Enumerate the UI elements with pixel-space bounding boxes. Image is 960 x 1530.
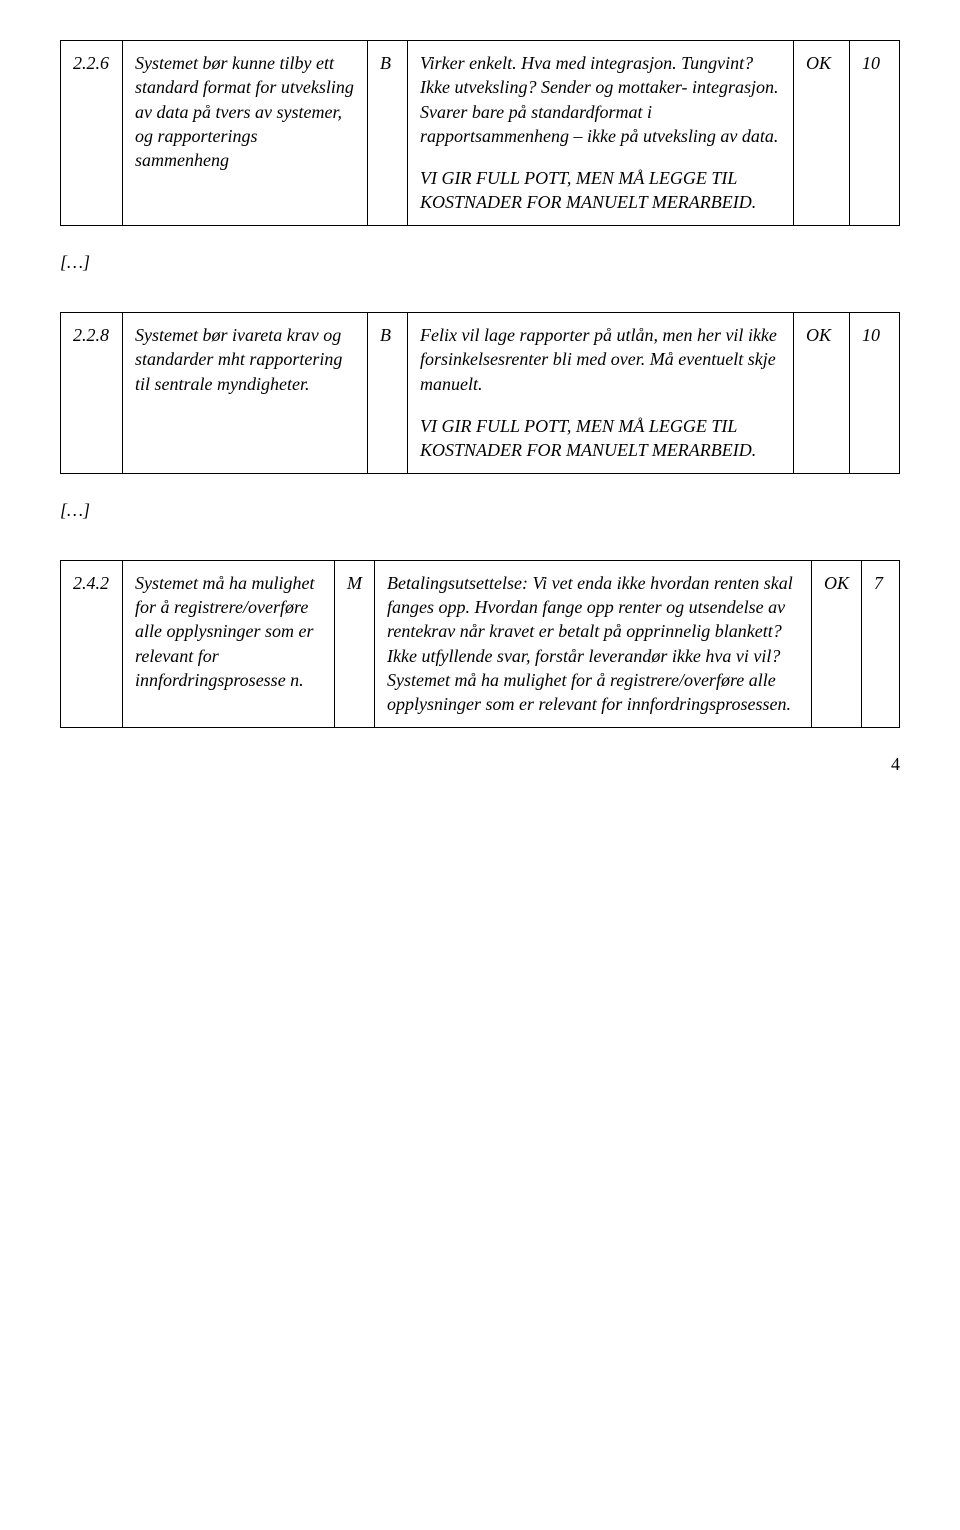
requirements-table-2: 2.2.8 Systemet bør ivareta krav og stand… (60, 312, 900, 473)
ellipsis-text: […] (60, 250, 900, 274)
table-row: 2.2.6 Systemet bør kunne tilby ett stand… (61, 41, 900, 226)
cell-status: OK (794, 41, 850, 226)
comment-paragraph: VI GIR FULL POTT, MEN MÅ LEGGE TIL KOSTN… (420, 414, 781, 463)
cell-score: 10 (850, 313, 900, 473)
cell-code: M (335, 560, 375, 727)
page-number: 4 (60, 752, 900, 776)
ellipsis-text: […] (60, 498, 900, 522)
cell-code: B (368, 41, 408, 226)
cell-comment: Felix vil lage rapporter på utlån, men h… (408, 313, 794, 473)
cell-comment: Virker enkelt. Hva med integrasjon. Tung… (408, 41, 794, 226)
table-row: 2.4.2 Systemet må ha mulighet for å regi… (61, 560, 900, 727)
comment-paragraph: Virker enkelt. Hva med integrasjon. Tung… (420, 51, 781, 148)
table-row: 2.2.8 Systemet bør ivareta krav og stand… (61, 313, 900, 473)
comment-paragraph: Felix vil lage rapporter på utlån, men h… (420, 323, 781, 396)
cell-status: OK (811, 560, 861, 727)
requirements-table-1: 2.2.6 Systemet bør kunne tilby ett stand… (60, 40, 900, 226)
cell-code: B (368, 313, 408, 473)
cell-status: OK (794, 313, 850, 473)
cell-id: 2.4.2 (61, 560, 123, 727)
cell-description: Systemet bør kunne tilby ett standard fo… (123, 41, 368, 226)
cell-description: Systemet bør ivareta krav og standarder … (123, 313, 368, 473)
cell-score: 10 (850, 41, 900, 226)
cell-comment: Betalingsutsettelse: Vi vet enda ikke hv… (375, 560, 812, 727)
comment-paragraph: VI GIR FULL POTT, MEN MÅ LEGGE TIL KOSTN… (420, 166, 781, 215)
requirements-table-3: 2.4.2 Systemet må ha mulighet for å regi… (60, 560, 900, 728)
cell-score: 7 (862, 560, 900, 727)
cell-description: Systemet må ha mulighet for å registrere… (123, 560, 335, 727)
cell-id: 2.2.8 (61, 313, 123, 473)
cell-id: 2.2.6 (61, 41, 123, 226)
